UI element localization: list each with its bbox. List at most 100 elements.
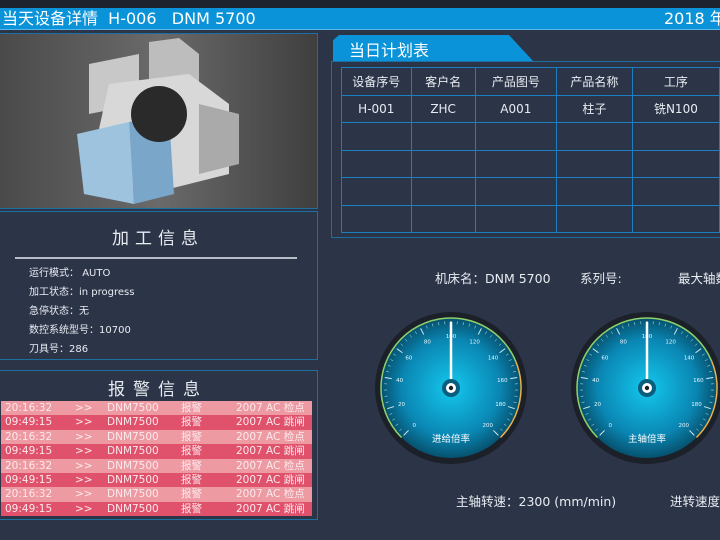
plan-tab: 当日计划表 — [333, 35, 533, 61]
table-cell — [341, 149, 412, 178]
gauge-tick — [390, 359, 394, 361]
gauge-tick — [414, 331, 417, 335]
gauge-tick — [462, 322, 464, 326]
gauge-tick — [580, 377, 588, 380]
alarm-arrow: >> — [75, 502, 93, 515]
gauge-tick — [438, 322, 440, 326]
alarm-machine: DNM7500 — [107, 502, 159, 515]
alarm-msg: 2007 AC 跳闸 — [236, 502, 305, 515]
gauge-tick — [505, 353, 509, 356]
info-row: 急停状态：无 — [29, 306, 89, 317]
table-cell: A001 — [474, 94, 558, 123]
gauge-tick — [696, 428, 699, 431]
alarm-arrow: >> — [75, 430, 93, 443]
alarm-type: 报警 — [181, 488, 202, 501]
table-cell — [410, 204, 476, 233]
gauge-tick — [393, 353, 397, 356]
alarm-type: 报警 — [181, 459, 202, 472]
table-header-row: 设备序号 客户名 产品图号 产品名称 工序 — [341, 67, 720, 96]
table-cell — [556, 177, 633, 206]
gauge-tick — [689, 430, 695, 436]
gauge-tick — [708, 371, 712, 373]
gauge-tick — [400, 343, 404, 346]
gauge-hub-center — [644, 385, 650, 391]
gauge-tick — [600, 338, 604, 342]
alarm-type: 报警 — [181, 445, 202, 458]
machine-name: 机床名：DNM 5700 — [435, 271, 551, 286]
date-text: 2018 年 — [664, 9, 720, 28]
info-row: 运行模式： AUTO — [29, 268, 111, 279]
gauge-tick — [694, 343, 698, 346]
gauge-tick — [658, 322, 660, 326]
alarm-type: 报警 — [181, 402, 202, 414]
gauge-tick — [396, 348, 403, 354]
plan-title: 当日计划表 — [349, 41, 430, 60]
gauge-tick — [588, 418, 592, 421]
gauge-tick-label: 80 — [620, 340, 627, 346]
gauge-tick — [582, 371, 586, 373]
gauge-tick — [591, 423, 595, 426]
gauge-tick — [610, 331, 613, 335]
gauge-tick — [703, 406, 711, 410]
gauge-tick — [706, 377, 714, 380]
col-header: 客户名 — [410, 67, 476, 96]
gauge-tick — [432, 323, 434, 327]
gauge-tick — [673, 328, 678, 335]
alarm-msg: 2007 AC 跳闸 — [236, 416, 305, 429]
gauge-tick — [506, 418, 510, 421]
table-row — [341, 122, 720, 151]
gauge-tick — [498, 343, 502, 346]
gauge-tick-label: 80 — [424, 340, 431, 346]
gauge-tick — [384, 377, 392, 380]
gauge-tick — [622, 325, 624, 329]
gauge-tick — [494, 338, 498, 342]
gauge-tick — [490, 334, 493, 338]
gauge-arc-warning — [499, 360, 522, 439]
gauge-tick — [387, 406, 395, 410]
gauge-tick — [513, 401, 517, 403]
gauge-tick — [474, 325, 476, 329]
gauge-tick — [399, 428, 402, 431]
info-row: 加工状态：in progress — [29, 287, 135, 298]
alarm-row: 20:16:32 >> DNM7500 报警 2007 AC 检点 — [1, 429, 312, 445]
alarm-machine: DNM7500 — [107, 416, 159, 429]
divider — [15, 257, 297, 259]
table-row — [341, 204, 720, 233]
gauge-tick — [403, 430, 409, 436]
processing-info-panel: 加工信息 运行模式： AUTO 加工状态：in progress 急停状态：无 … — [0, 211, 318, 360]
gauge-tick-label: 140 — [684, 355, 695, 361]
table-cell — [474, 204, 558, 233]
gauge-tick — [581, 401, 585, 403]
gauge-tick — [599, 430, 605, 436]
gauge-tick — [589, 353, 593, 356]
gauge-tick — [420, 328, 425, 335]
gauge-tick — [686, 334, 689, 338]
info-title: 加工信息 — [112, 229, 204, 249]
header-bar: 当天设备详情 H-006 DNM 5700 2018 年 — [0, 8, 720, 30]
gauge-tick-label: 0 — [412, 423, 416, 429]
alarm-arrow: >> — [75, 445, 93, 458]
alarm-time: 20:16:32 — [5, 488, 53, 501]
gauge-tick — [499, 348, 506, 354]
gauge-tick — [583, 406, 591, 410]
table-cell: ZHC — [410, 94, 476, 123]
alarm-machine: DNM7500 — [107, 430, 159, 443]
alarm-time: 20:16:32 — [5, 459, 53, 472]
table-row — [341, 177, 720, 206]
gauge-tick — [509, 413, 513, 415]
gauge-tick — [503, 423, 507, 426]
alarm-msg: 2007 AC 跳闸 — [236, 474, 305, 486]
gauge-label: 主轴倍率 — [628, 433, 667, 445]
gauge-tick — [585, 413, 589, 415]
alarm-arrow: >> — [75, 488, 93, 501]
gauge-tick — [605, 334, 608, 338]
alarm-arrow: >> — [75, 402, 93, 414]
gauge-tick — [690, 338, 694, 342]
gauge-tick-label: 200 — [679, 423, 690, 429]
gauge-tick-label: 140 — [488, 355, 499, 361]
table-cell — [556, 122, 633, 151]
table-cell — [474, 177, 558, 206]
table-cell — [631, 122, 720, 151]
gauge-tick-label: 60 — [405, 355, 412, 361]
gauge-tick — [426, 325, 428, 329]
